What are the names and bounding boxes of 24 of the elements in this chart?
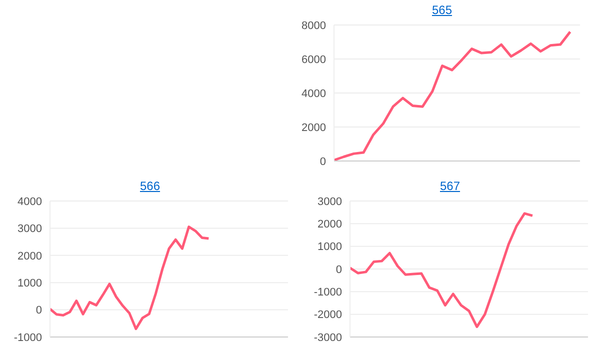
y-tick-label: 2000 bbox=[302, 122, 326, 134]
y-tick-label: 3000 bbox=[318, 196, 342, 208]
y-tick-label: 2000 bbox=[18, 250, 42, 262]
chart-title: 566 bbox=[138, 178, 162, 195]
line-series bbox=[334, 30, 572, 161]
y-tick-label: 0 bbox=[36, 304, 42, 317]
y-tick-label: -2000 bbox=[314, 309, 342, 322]
y-tick-label: 0 bbox=[336, 264, 342, 276]
y-tick-label: 1000 bbox=[18, 278, 42, 290]
y-tick-label: 6000 bbox=[302, 54, 326, 66]
y-tick-label: 0 bbox=[320, 156, 326, 168]
y-tick-label: 2000 bbox=[318, 218, 342, 231]
y-tick-label: 4000 bbox=[18, 196, 42, 208]
chart-title: 565 bbox=[430, 2, 454, 19]
line-series bbox=[50, 226, 210, 330]
y-tick-label: -1000 bbox=[14, 332, 42, 344]
y-tick-label: 8000 bbox=[302, 20, 326, 32]
y-tick-label: -1000 bbox=[314, 286, 342, 299]
chart-title: 567 bbox=[438, 178, 462, 195]
y-tick-label: -3000 bbox=[314, 332, 342, 344]
line-series bbox=[350, 212, 534, 328]
y-tick-label: 4000 bbox=[302, 88, 326, 100]
y-tick-label: 3000 bbox=[18, 223, 42, 236]
y-tick-label: 1000 bbox=[318, 241, 342, 254]
